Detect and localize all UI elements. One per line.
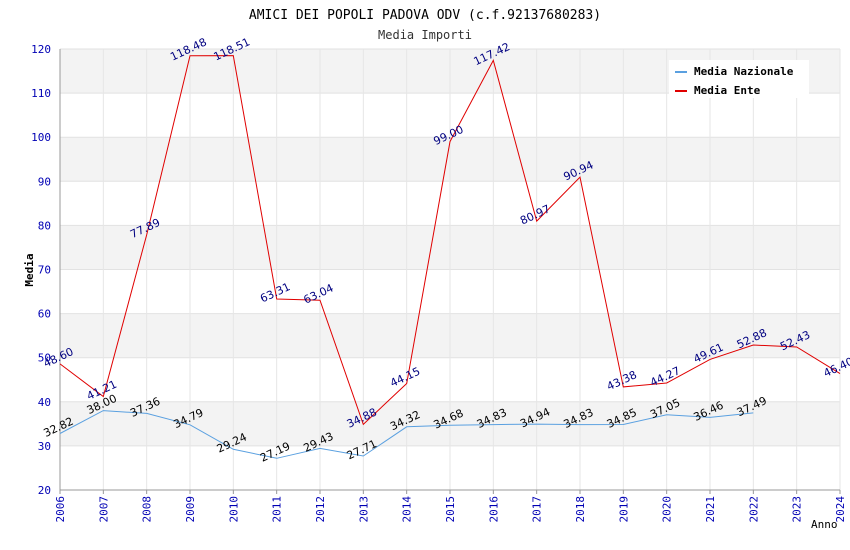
y-tick-labels: 20 30 40 50 60 70 80 90 100 110 120 — [31, 43, 51, 497]
chart-subtitle: Media Importi — [378, 28, 472, 42]
x-tick-label: 2006 — [54, 496, 67, 523]
x-tick-label: 2012 — [314, 496, 327, 523]
legend-box — [669, 60, 809, 98]
series-line-media-nazionale — [59, 410, 754, 459]
x-tick-label: 2021 — [704, 496, 717, 523]
x-tick-label: 2015 — [444, 496, 457, 523]
x-tick-label: 2019 — [617, 496, 630, 523]
x-tick-label: 2013 — [357, 496, 370, 523]
chart-title: AMICI DEI POPOLI PADOVA ODV (c.f.9213768… — [249, 8, 601, 23]
y-tick-label: 40 — [38, 396, 51, 409]
x-tick-label: 2009 — [184, 496, 197, 523]
legend-label-media-ente: Media Ente — [694, 84, 761, 97]
x-tick-label: 2018 — [574, 496, 587, 523]
x-tick-label: 2023 — [791, 496, 804, 523]
series-line-media-ente — [59, 55, 841, 426]
y-tick-label: 90 — [38, 175, 51, 188]
x-axis-label: Anno — [811, 518, 838, 531]
x-tick-label: 2022 — [747, 496, 760, 523]
x-tick-label: 2008 — [141, 496, 154, 523]
y-tick-label: 50 — [38, 352, 51, 365]
x-tick-label: 2020 — [661, 496, 674, 523]
legend: Media Nazionale Media Ente — [669, 60, 809, 98]
x-tick-label: 2016 — [487, 496, 500, 523]
y-tick-label: 110 — [31, 87, 51, 100]
axes — [59, 49, 841, 494]
y-tick-label: 120 — [31, 43, 51, 56]
y-tick-label: 70 — [38, 264, 51, 277]
legend-label-media-nazionale: Media Nazionale — [694, 65, 794, 78]
x-tick-labels: 2006 2007 2008 2009 2010 2011 2012 2013 2014 2015… — [54, 496, 847, 523]
y-axis-label: Media — [23, 253, 36, 286]
series-lines — [59, 55, 841, 459]
y-tick-label: 30 — [38, 440, 51, 453]
y-tick-label: 100 — [31, 131, 51, 144]
x-tick-label: 2017 — [531, 496, 544, 523]
x-tick-label: 2010 — [227, 496, 240, 523]
x-tick-label: 2007 — [97, 496, 110, 523]
y-tick-label: 60 — [38, 308, 51, 321]
x-tick-label: 2014 — [401, 496, 414, 523]
y-tick-label: 20 — [38, 484, 51, 497]
y-tick-label: 80 — [38, 219, 51, 232]
x-tick-label: 2024 — [834, 496, 847, 523]
x-tick-label: 2011 — [271, 496, 284, 523]
